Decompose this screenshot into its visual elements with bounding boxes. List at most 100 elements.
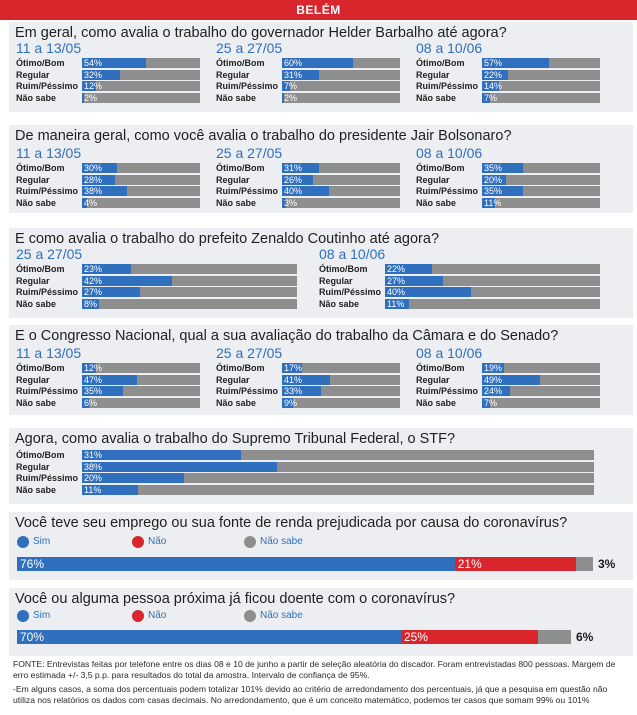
value-label: 7% (484, 92, 498, 103)
bar-row: Não sabe 11% (16, 484, 594, 495)
value-label: 49% (484, 374, 503, 385)
category-label: Ruim/Péssimo (319, 287, 382, 297)
value-label: 24% (484, 386, 503, 396)
category-label: Ótimo/Bom (16, 264, 65, 274)
bar-row: Não sabe 11% (319, 298, 600, 309)
bar-fill (82, 397, 90, 408)
question-block-illness: Você ou alguma pessoa próxima já ficou d… (9, 588, 633, 656)
bar-row: Não sabe 2% (216, 92, 400, 103)
question-title: E o Congresso Nacional, qual a sua avali… (15, 328, 559, 344)
value-label: 11% (387, 298, 405, 309)
category-label: Regular (16, 69, 50, 80)
category-label: Regular (416, 374, 450, 385)
category-label: Ótimo/Bom (216, 58, 265, 68)
bar-row: Ruim/Péssimo 33% (216, 386, 400, 396)
bar-row: Ótimo/Bom 31% (16, 450, 594, 460)
category-label: Não sabe (16, 484, 57, 495)
category-label: Ruim/Péssimo (16, 287, 79, 297)
legend-dot-gray (244, 610, 256, 622)
category-label: Ruim/Péssimo (416, 386, 479, 396)
category-label: Ótimo/Bom (16, 363, 65, 373)
question-title: Em geral, como avalia o trabalho do gove… (15, 25, 507, 41)
bar-track: 31% (282, 69, 400, 80)
bar-fill (82, 473, 185, 483)
bar-row: Ótimo/Bom 60% (216, 58, 400, 68)
bar-track: 2% (282, 92, 400, 103)
category-label: Ruim/Péssimo (216, 386, 279, 396)
category-label: Não sabe (216, 397, 257, 408)
bar-track: 60% (282, 58, 400, 68)
bar-row: Não sabe 6% (16, 397, 200, 408)
bar-fill (282, 363, 303, 373)
bar-row: Ótimo/Bom 54% (16, 58, 200, 68)
category-label: Não sabe (416, 92, 457, 103)
bar-track: 7% (282, 81, 400, 91)
bar-row: Ruim/Péssimo 24% (416, 386, 600, 396)
bar-track: 4% (82, 197, 200, 208)
category-label: Ótimo/Bom (16, 163, 65, 173)
stack-segment (538, 630, 571, 644)
question-block-congress: E o Congresso Nacional, qual a sua avali… (9, 325, 633, 415)
category-label: Ótimo/Bom (16, 58, 65, 68)
bar-track: 41% (282, 374, 400, 385)
bar-track: 35% (82, 386, 200, 396)
period-label: 25 a 27/05 (216, 345, 283, 361)
bar-row: Não sabe 11% (416, 197, 600, 208)
stacked-bar: 76% 21% (17, 557, 593, 571)
category-label: Regular (16, 374, 50, 385)
category-label: Ótimo/Bom (216, 163, 265, 173)
bar-fill (82, 92, 85, 103)
bar-track: 27% (82, 287, 297, 297)
bar-track: 20% (82, 473, 594, 483)
bar-row: Regular 49% (416, 374, 600, 385)
bar-row: Não sabe 8% (16, 298, 297, 309)
value-label: 35% (84, 386, 103, 396)
segment-value: 3% (598, 557, 616, 571)
bar-row: Ótimo/Bom 23% (16, 264, 297, 274)
bar-row: Não sabe 9% (216, 397, 400, 408)
bar-row: Regular 26% (216, 174, 400, 185)
region-header: BELÉM (0, 0, 637, 20)
bar-row: Regular 22% (416, 69, 600, 80)
value-label: 2% (84, 92, 98, 103)
bar-row: Ótimo/Bom 17% (216, 363, 400, 373)
bar-fill (282, 69, 319, 80)
bar-fill (482, 397, 491, 408)
stacked-bar: 70% 25% (17, 630, 571, 644)
value-label: 22% (484, 69, 503, 80)
category-label: Ótimo/Bom (319, 264, 368, 274)
bar-track: 11% (482, 197, 600, 208)
value-label: 33% (284, 386, 303, 396)
bar-fill (385, 287, 471, 297)
bar-row: Ruim/Péssimo 38% (16, 186, 200, 196)
bar-row: Não sabe 2% (16, 92, 200, 103)
bar-row: Não sabe 7% (416, 397, 600, 408)
category-label: Regular (216, 69, 250, 80)
segment-value: 70% (20, 630, 45, 644)
value-label: 20% (84, 473, 103, 483)
bar-track: 6% (82, 397, 200, 408)
category-label: Regular (16, 275, 50, 286)
bar-fill (385, 264, 433, 274)
bar-fill (82, 450, 241, 460)
bar-fill (482, 81, 499, 91)
value-label: 32% (84, 69, 103, 80)
bar-track: 17% (282, 363, 400, 373)
bar-track: 12% (82, 81, 200, 91)
bar-row: Não sabe 3% (216, 197, 400, 208)
bar-track: 2% (82, 92, 200, 103)
bar-track: 31% (82, 450, 594, 460)
question-block-president: De maneira geral, como você avalia o tra… (9, 125, 633, 213)
period-label: 25 a 27/05 (16, 246, 83, 262)
category-label: Regular (216, 374, 250, 385)
category-label: Ruim/Péssimo (16, 386, 79, 396)
category-label: Regular (216, 174, 250, 185)
bar-track: 33% (282, 386, 400, 396)
stack-segment: 21% (454, 557, 576, 571)
bar-row: Ruim/Péssimo 12% (16, 81, 200, 91)
bar-fill (82, 58, 146, 68)
category-label: Não sabe (16, 298, 57, 309)
bar-fill (482, 174, 506, 185)
bar-fill (82, 163, 118, 173)
bar-track: 54% (82, 58, 200, 68)
